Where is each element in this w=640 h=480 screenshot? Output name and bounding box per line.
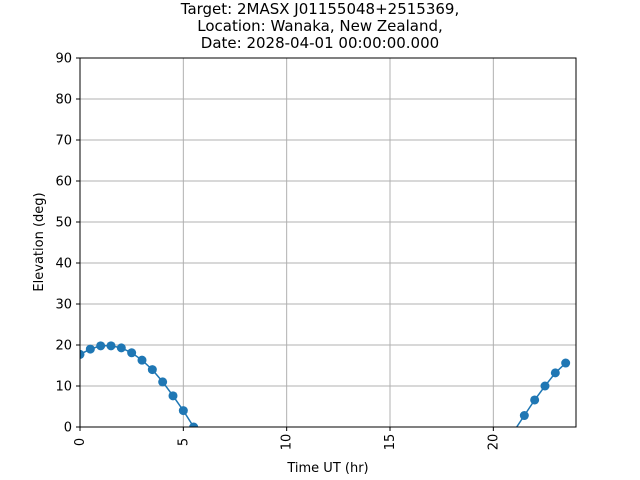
data-point [540,381,550,391]
chart-title-line-2: Location: Wanaka, New Zealand, [197,17,443,35]
data-point [106,341,116,351]
data-point [85,344,95,354]
grid-lines [79,57,576,428]
data-point [147,365,157,375]
y-tick-label: 10 [55,380,72,395]
x-tick-label: 5 [176,438,191,446]
data-point [96,341,106,351]
data-point [561,358,571,368]
data-point [519,411,529,421]
data-series [80,341,571,427]
data-point [512,426,516,427]
x-tick-label: 20 [486,434,501,451]
data-point [178,406,188,416]
data-point [116,343,126,353]
data-point [168,391,178,401]
x-tick-label: 0 [73,438,88,446]
y-tick-label: 40 [55,257,72,272]
y-tick-label: 70 [55,134,72,149]
data-point [127,348,137,358]
x-axis-label: Time UT (hr) [286,461,368,476]
data-point [550,368,560,378]
x-tick-label: 15 [383,434,398,451]
data-point [137,355,147,365]
y-tick-label: 50 [55,216,72,231]
y-tick-label: 60 [55,175,72,190]
y-axis-label: Elevation (deg) [32,192,47,291]
y-tick-label: 80 [55,93,72,108]
x-tick-label: 10 [280,434,295,451]
y-tick-label: 20 [55,339,72,354]
data-point [189,422,199,427]
chart-title-line-3: Date: 2028-04-01 00:00:00.000 [200,34,440,52]
data-point [80,349,85,359]
axis-ticks: 0 5 10 15 20 0 10 20 30 40 50 60 70 80 90 [55,52,501,451]
y-tick-label: 90 [55,52,72,67]
chart-title-line-1: Target: 2MASX J01155048+2515369, [180,0,460,18]
y-tick-label: 0 [64,421,72,436]
plot-frame [79,57,577,428]
y-tick-label: 30 [55,298,72,313]
data-point [530,395,540,405]
data-point [158,377,168,387]
